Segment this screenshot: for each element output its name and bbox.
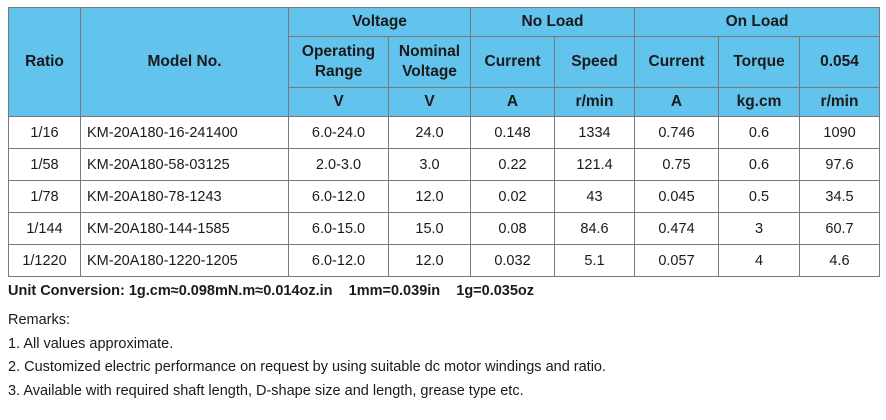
header-voltage: Voltage: [288, 7, 471, 37]
table-row: 1/144 KM-20A180-144-1585 6.0-15.0 15.0 0…: [8, 212, 881, 245]
motor-spec-table: Ratio Model No. Voltage No Load On Load …: [8, 7, 881, 277]
cell-no-load-current: 0.148: [470, 116, 555, 149]
cell-no-load-speed: 5.1: [554, 244, 635, 277]
unit-cell: A: [470, 87, 555, 117]
cell-on-load-current: 0.474: [634, 212, 719, 245]
cell-model: KM-20A180-144-1585: [80, 212, 289, 245]
unit-cell: V: [288, 87, 389, 117]
cell-no-load-speed: 121.4: [554, 148, 635, 181]
unit-cell: r/min: [798, 87, 881, 117]
cell-on-load-torque: 0.6: [718, 116, 800, 149]
remark-item: 3. Available with required shaft length,…: [8, 382, 524, 399]
header-no-load-current: Current: [470, 36, 555, 88]
cell-model: KM-20A180-1220-1205: [80, 244, 289, 277]
table-row: 1/58 KM-20A180-58-03125 2.0-3.0 3.0 0.22…: [8, 148, 881, 181]
cell-nominal-voltage: 12.0: [388, 180, 471, 213]
unit-cell: A: [634, 87, 719, 117]
cell-operating-range: 6.0-15.0: [288, 212, 389, 245]
cell-on-load-current: 0.057: [634, 244, 719, 277]
header-on-load-speed: 0.054: [798, 36, 881, 88]
remark-item: 1. All values approximate.: [8, 335, 174, 352]
cell-no-load-current: 0.02: [470, 180, 555, 213]
cell-on-load-torque: 0.6: [718, 148, 800, 181]
cell-ratio: 1/16: [8, 116, 81, 149]
cell-on-load-current: 0.045: [634, 180, 719, 213]
cell-on-load-torque: 4: [718, 244, 800, 277]
header-no-load: No Load: [470, 7, 635, 37]
cell-no-load-speed: 84.6: [554, 212, 635, 245]
header-on-load-torque: Torque: [718, 36, 800, 88]
cell-no-load-current: 0.032: [470, 244, 555, 277]
header-nominal-voltage: Nominal Voltage: [388, 36, 471, 88]
cell-model: KM-20A180-16-241400: [80, 116, 289, 149]
cell-nominal-voltage: 3.0: [388, 148, 471, 181]
header-on-load: On Load: [633, 7, 881, 37]
cell-ratio: 1/144: [8, 212, 81, 245]
header-on-load-current: Current: [634, 36, 719, 88]
cell-operating-range: 6.0-24.0: [288, 116, 389, 149]
remarks-title: Remarks:: [8, 312, 71, 328]
cell-ratio: 1/78: [8, 180, 81, 213]
header-no-load-speed: Speed: [554, 36, 635, 88]
header-operating-range: Operating Range: [288, 36, 389, 88]
unit-cell: kg.cm: [718, 87, 800, 117]
cell-on-load-speed: 1090: [798, 116, 881, 149]
table-row: 1/78 KM-20A180-78-1243 6.0-12.0 12.0 0.0…: [8, 180, 881, 213]
cell-no-load-current: 0.22: [470, 148, 555, 181]
remarks-section: Remarks: 1. All values approximate. 2. C…: [8, 309, 606, 403]
cell-on-load-speed: 97.6: [798, 148, 881, 181]
cell-on-load-speed: 60.7: [798, 212, 881, 245]
cell-no-load-current: 0.08: [470, 212, 555, 245]
unit-cell: V: [388, 87, 471, 117]
unit-conversion-note: Unit Conversion: 1g.cm≈0.098mN.m≈0.014oz…: [8, 283, 535, 299]
cell-nominal-voltage: 12.0: [388, 244, 471, 277]
cell-operating-range: 6.0-12.0: [288, 244, 389, 277]
cell-nominal-voltage: 15.0: [388, 212, 471, 245]
header-ratio: Ratio: [8, 7, 81, 117]
unit-cell: r/min: [554, 87, 635, 117]
cell-on-load-torque: 3: [718, 212, 800, 245]
cell-ratio: 1/58: [8, 148, 81, 181]
table-body: 1/16 KM-20A180-16-241400 6.0-24.0 24.0 0…: [8, 116, 881, 277]
cell-model: KM-20A180-58-03125: [80, 148, 289, 181]
cell-model: KM-20A180-78-1243: [80, 180, 289, 213]
remark-item: 2. Customized electric performance on re…: [8, 359, 607, 375]
table-row: 1/16 KM-20A180-16-241400 6.0-24.0 24.0 0…: [8, 116, 881, 149]
cell-on-load-speed: 34.5: [798, 180, 881, 213]
cell-on-load-torque: 0.5: [718, 180, 800, 213]
cell-on-load-current: 0.75: [634, 148, 719, 181]
cell-on-load-speed: 4.6: [798, 244, 881, 277]
table-row: 1/1220 KM-20A180-1220-1205 6.0-12.0 12.0…: [8, 244, 881, 277]
header-model: Model No.: [80, 7, 289, 117]
cell-ratio: 1/1220: [8, 244, 81, 277]
cell-nominal-voltage: 24.0: [388, 116, 471, 149]
cell-no-load-speed: 1334: [554, 116, 635, 149]
cell-on-load-current: 0.746: [634, 116, 719, 149]
cell-operating-range: 2.0-3.0: [288, 148, 389, 181]
cell-operating-range: 6.0-12.0: [288, 180, 389, 213]
cell-no-load-speed: 43: [554, 180, 635, 213]
